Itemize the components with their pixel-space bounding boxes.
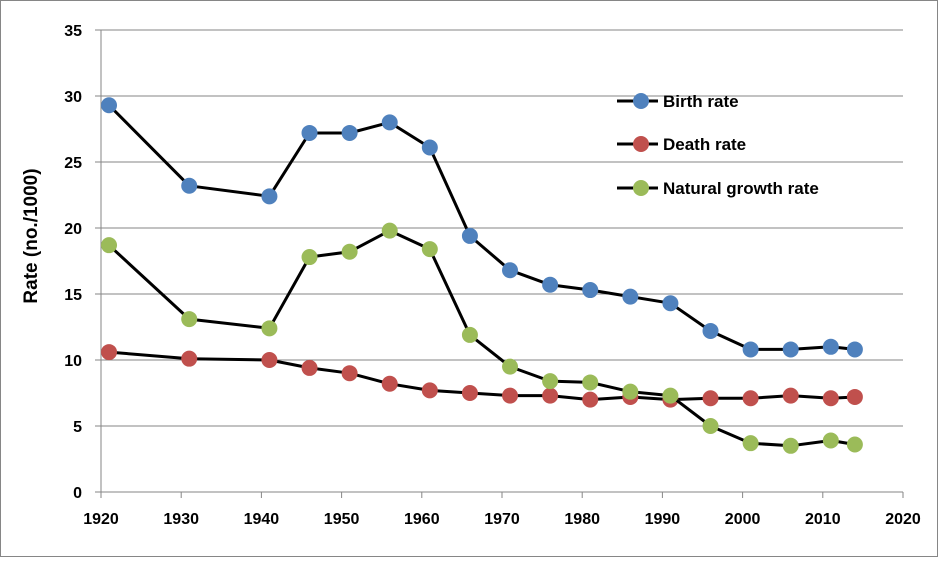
birth-rate-point bbox=[846, 341, 863, 358]
x-tick-labels: 1920 1930 1940 1950 1960 1970 1980 1990 2000 2010… bbox=[83, 511, 921, 528]
death-rate-point bbox=[381, 375, 398, 392]
natural-growth-rate-point bbox=[846, 436, 863, 453]
natural-growth-rate-point bbox=[261, 320, 278, 337]
death-rate-point bbox=[301, 359, 318, 376]
legend-label: Natural growth rate bbox=[663, 179, 819, 198]
legend-label: Death rate bbox=[663, 135, 746, 154]
legend-marker bbox=[633, 136, 649, 152]
legend: Birth rate Death rate Natural growth rate bbox=[617, 92, 819, 198]
legend-marker bbox=[633, 180, 649, 196]
y-tick-labels: 0 5 10 15 20 25 30 35 bbox=[64, 23, 82, 502]
death-rate-point bbox=[822, 390, 839, 407]
natural-growth-rate-point bbox=[582, 374, 599, 391]
y-tick-label: 10 bbox=[64, 353, 82, 370]
birth-rate-point bbox=[261, 188, 278, 205]
x-tick-label: 1980 bbox=[564, 511, 600, 528]
birth-rate-point bbox=[381, 114, 398, 131]
y-tick-label: 25 bbox=[64, 155, 82, 172]
series-birth-rate bbox=[101, 97, 863, 358]
series bbox=[101, 97, 863, 454]
death-rate-point bbox=[582, 391, 599, 408]
axes bbox=[95, 29, 904, 498]
birth-rate-point bbox=[181, 177, 198, 194]
series-natural-growth-rate bbox=[101, 222, 863, 454]
natural-growth-rate-line bbox=[107, 229, 856, 448]
birth-rate-point bbox=[542, 276, 559, 293]
natural-growth-rate-point bbox=[662, 387, 679, 404]
y-tick-label: 30 bbox=[64, 89, 82, 106]
death-rate-point bbox=[181, 350, 198, 367]
natural-growth-rate-point bbox=[301, 249, 318, 266]
x-tick-label: 1970 bbox=[484, 511, 520, 528]
natural-growth-rate-point bbox=[341, 243, 358, 260]
death-rate-point bbox=[421, 382, 438, 399]
natural-growth-rate-point bbox=[461, 326, 478, 343]
natural-growth-rate-point bbox=[181, 311, 198, 328]
x-tick-label: 2020 bbox=[885, 511, 921, 528]
y-tick-label: 5 bbox=[73, 419, 82, 436]
legend-item-natural-growth-rate: Natural growth rate bbox=[617, 179, 819, 198]
natural-growth-rate-point bbox=[101, 237, 118, 254]
birth-rate-point bbox=[622, 288, 639, 305]
death-rate-point bbox=[742, 390, 759, 407]
natural-growth-rate-point bbox=[421, 241, 438, 258]
y-tick-label: 35 bbox=[64, 23, 82, 40]
death-rate-point bbox=[461, 385, 478, 401]
natural-growth-rate-point bbox=[381, 222, 398, 239]
x-tick-label: 1990 bbox=[645, 511, 681, 528]
legend-item-birth-rate: Birth rate bbox=[617, 92, 739, 111]
death-rate-point bbox=[101, 344, 118, 361]
y-axis-title: Rate (no./1000) bbox=[21, 168, 42, 303]
y-tick-label: 0 bbox=[73, 485, 82, 502]
natural-growth-rate-point bbox=[782, 437, 799, 454]
x-tick-label: 2000 bbox=[725, 511, 761, 528]
birth-rate-point bbox=[582, 282, 599, 299]
birth-rate-point bbox=[742, 341, 759, 358]
birth-rate-point bbox=[822, 338, 839, 355]
x-tick-label: 1920 bbox=[83, 511, 119, 528]
natural-growth-rate-point bbox=[542, 373, 559, 390]
birth-rate-point bbox=[702, 322, 719, 339]
x-tick-label: 1960 bbox=[404, 511, 440, 528]
birth-rate-point bbox=[341, 124, 358, 141]
natural-growth-rate-point bbox=[622, 383, 639, 400]
birth-rate-point bbox=[662, 295, 679, 312]
death-rate-point bbox=[502, 387, 519, 404]
natural-growth-rate-point bbox=[822, 432, 839, 449]
birth-rate-point bbox=[301, 124, 318, 141]
death-rate-point bbox=[846, 388, 863, 405]
natural-growth-rate-point bbox=[702, 418, 719, 434]
legend-marker bbox=[633, 93, 649, 109]
natural-growth-rate-point bbox=[502, 358, 519, 375]
x-tick-label: 1950 bbox=[324, 511, 360, 528]
legend-label: Birth rate bbox=[663, 92, 739, 111]
legend-item-death-rate: Death rate bbox=[617, 135, 746, 154]
gridlines bbox=[101, 29, 903, 427]
death-rate-point bbox=[341, 365, 358, 382]
death-rate-point bbox=[702, 390, 719, 407]
birth-rate-point bbox=[782, 341, 799, 358]
death-rate-point bbox=[782, 387, 799, 404]
y-tick-label: 20 bbox=[64, 221, 82, 238]
y-tick-label: 15 bbox=[64, 287, 82, 304]
death-rate-line bbox=[108, 350, 855, 402]
birth-rate-point bbox=[101, 97, 118, 114]
x-tick-label: 2010 bbox=[805, 511, 841, 528]
x-tick-label: 1930 bbox=[163, 511, 199, 528]
death-rate-point bbox=[542, 387, 559, 404]
birth-rate-point bbox=[421, 139, 438, 156]
x-tick-label: 1940 bbox=[244, 511, 280, 528]
natural-growth-rate-point bbox=[742, 435, 759, 452]
death-rate-point bbox=[261, 352, 278, 368]
birth-rate-point bbox=[502, 262, 519, 279]
birth-rate-point bbox=[461, 227, 478, 244]
